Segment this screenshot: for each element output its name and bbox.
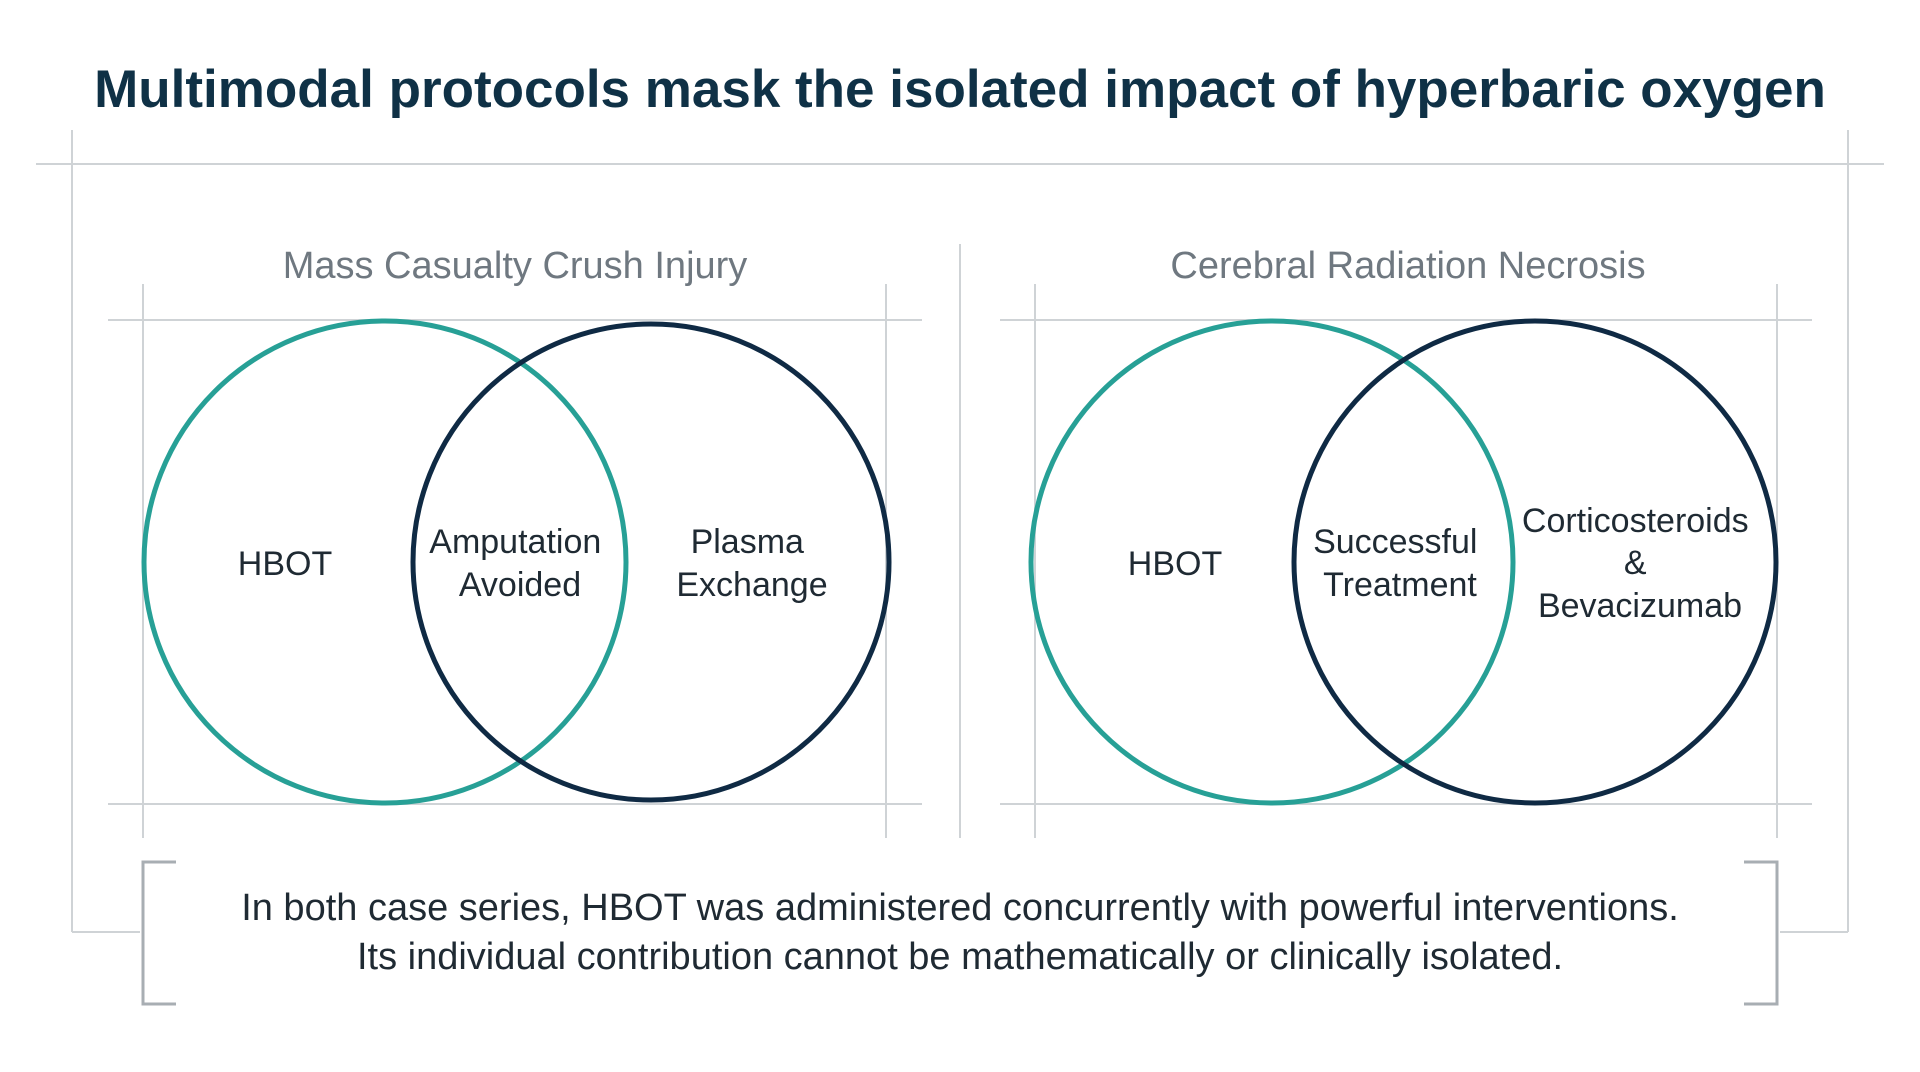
caption-line-2: Its individual contribution cannot be ma… [357,936,1563,978]
hbot-circle [141,318,629,806]
corticosteroids-bevacizumab-label: Corticosteroids & Bevacizumab [1522,502,1758,625]
plasma-exchange-circle [410,321,892,803]
hbot-circle [1028,318,1516,806]
page-title: Multimodal protocols mask the isolated i… [94,60,1826,119]
venn-panel-radiation-necrosis: Cerebral Radiation Necrosis HBOT Success… [1000,245,1812,838]
corticosteroids-bevacizumab-circle [1291,318,1779,806]
venn-panel-crush-injury: Mass Casualty Crush Injury HBOT Amputati… [108,245,922,838]
intersection-label: Amputation Avoided [429,523,610,604]
hbot-label: HBOT [1128,545,1222,583]
right-bracket [1744,860,1779,1006]
left-bracket [141,860,176,1006]
panel-title: Mass Casualty Crush Injury [283,245,748,287]
caption-box: In both case series, HBOT was administer… [141,860,1779,1006]
outer-frame [36,130,1884,933]
intersection-label: Successful Treatment [1313,523,1487,604]
panel-title: Cerebral Radiation Necrosis [1170,245,1645,287]
plasma-exchange-label: Plasma Exchange [676,523,827,604]
panel-frame [1000,284,1812,838]
hbot-label: HBOT [238,545,332,583]
caption-line-1: In both case series, HBOT was administer… [241,887,1679,929]
